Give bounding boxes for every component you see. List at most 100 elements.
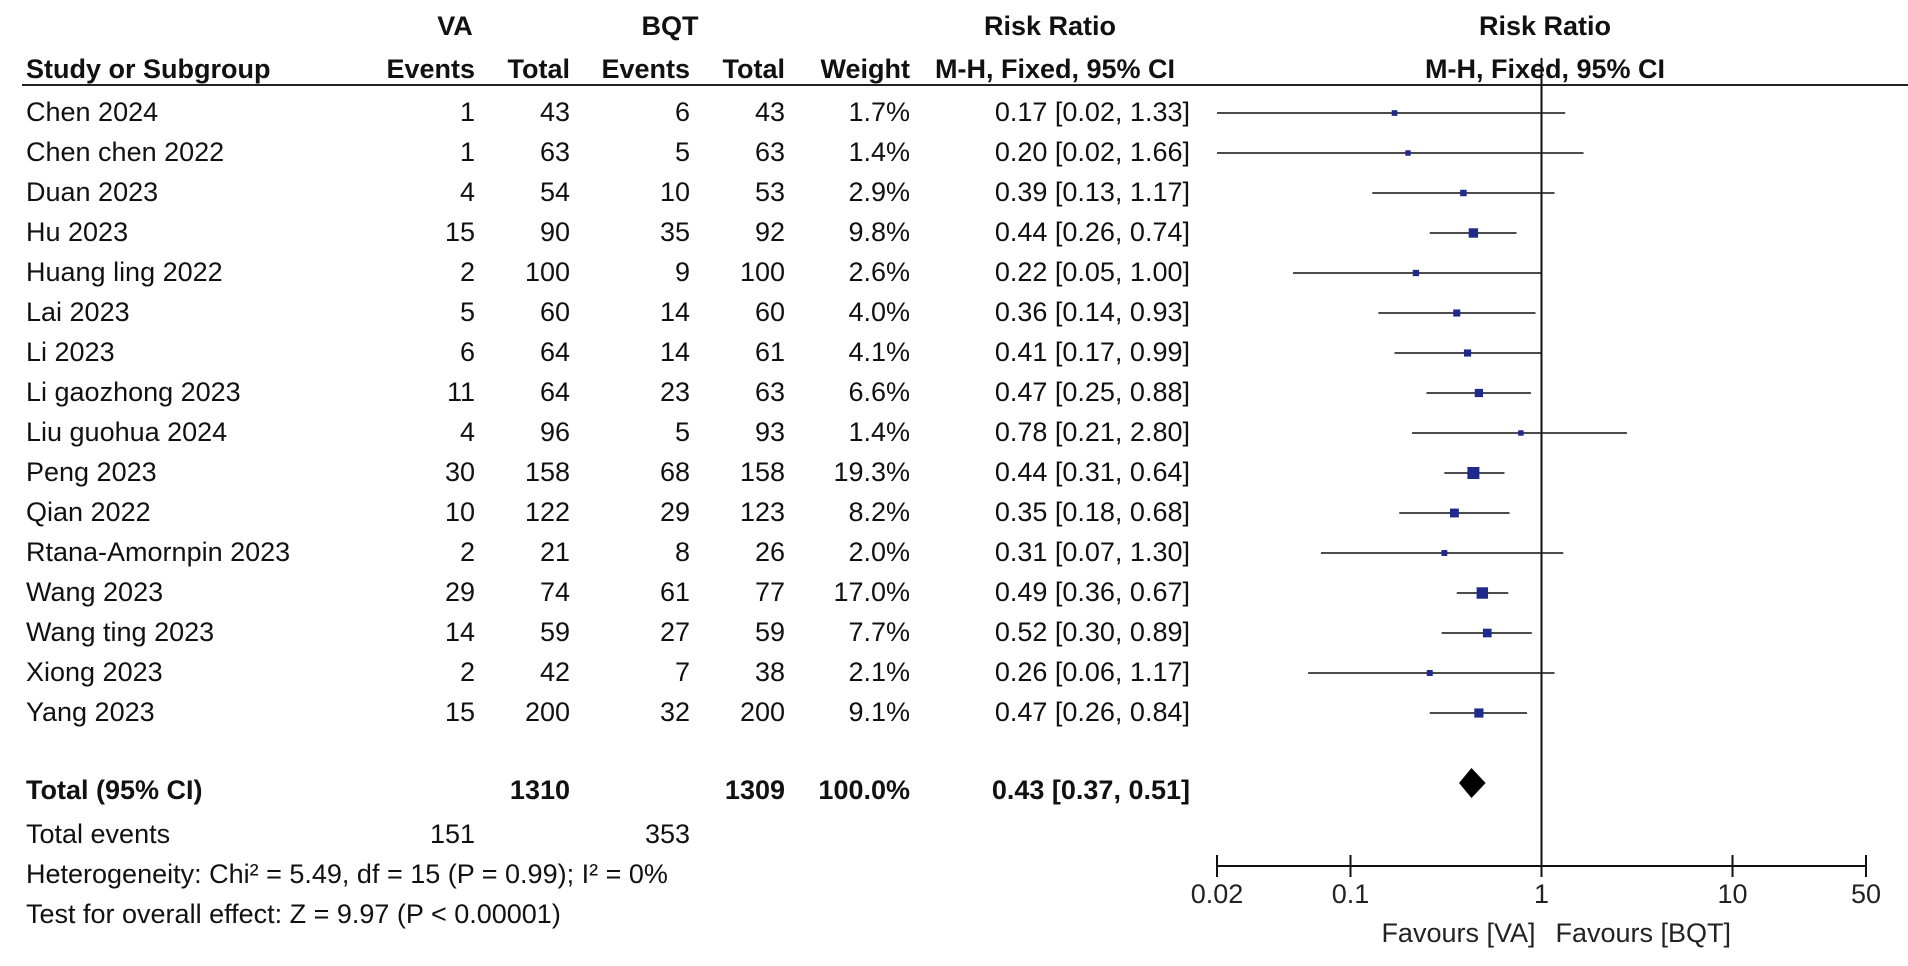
risk-ratio-ci: 0.49 [0.36, 0.67] <box>994 577 1190 607</box>
weight: 2.6% <box>848 257 910 287</box>
va-events: 11 <box>446 377 475 407</box>
weight: 9.1% <box>848 697 910 727</box>
favours-right-label: Favours [BQT] <box>1556 918 1732 948</box>
study-name: Chen 2024 <box>26 97 159 127</box>
total-events-label: Total events <box>26 819 171 849</box>
rr-method-header: M-H, Fixed, 95% CI <box>934 54 1176 84</box>
va-total: 43 <box>539 97 570 127</box>
point-estimate-marker <box>1391 110 1398 116</box>
va-total: 64 <box>539 337 570 367</box>
study-name: Yang 2023 <box>26 697 155 727</box>
bqt-events: 32 <box>659 697 690 727</box>
study-name: Hu 2023 <box>26 217 129 247</box>
study-name: Rtana-Amornpin 2023 <box>26 537 291 567</box>
bqt-total: 200 <box>739 697 785 727</box>
va-events: 1 <box>459 97 475 127</box>
risk-ratio-ci: 0.36 [0.14, 0.93] <box>994 297 1190 327</box>
x-tick-label: 0.02 <box>1191 879 1244 909</box>
va-total: 60 <box>539 297 570 327</box>
overall-effect-text: Test for overall effect: Z = 9.97 (P < 0… <box>26 899 561 929</box>
va-events: 15 <box>444 217 475 247</box>
risk-ratio-ci: 0.47 [0.25, 0.88] <box>994 377 1190 407</box>
va-events: 4 <box>459 177 475 207</box>
point-estimate-marker <box>1426 670 1433 676</box>
va-total: 90 <box>539 217 570 247</box>
risk-ratio-ci: 0.52 [0.30, 0.89] <box>994 617 1190 647</box>
total-ci: 0.43 [0.37, 0.51] <box>991 775 1190 805</box>
weight: 2.9% <box>848 177 910 207</box>
heterogeneity-text: Heterogeneity: Chi² = 5.49, df = 15 (P =… <box>26 859 668 889</box>
study-name: Wang ting 2023 <box>26 617 215 647</box>
risk-ratio-ci: 0.26 [0.06, 1.17] <box>994 657 1190 687</box>
va-total: 63 <box>539 137 570 167</box>
weight: 19.3% <box>833 457 910 487</box>
bqt-events: 5 <box>674 137 690 167</box>
bqt-events: 5 <box>674 417 690 447</box>
bqt-total: 38 <box>754 657 785 687</box>
va-total: 122 <box>524 497 570 527</box>
point-estimate-marker <box>1474 388 1484 398</box>
bqt-total: 100 <box>739 257 785 287</box>
risk-ratio-ci: 0.44 [0.26, 0.74] <box>994 217 1190 247</box>
study-name: Lai 2023 <box>26 297 130 327</box>
weight: 9.8% <box>848 217 910 247</box>
study-column-header: Study or Subgroup <box>26 54 271 84</box>
point-estimate-marker <box>1405 150 1411 156</box>
weight: 4.0% <box>848 297 910 327</box>
study-name: Duan 2023 <box>26 177 159 207</box>
point-estimate-marker <box>1468 228 1479 238</box>
point-estimate-marker <box>1518 430 1524 436</box>
va-total: 42 <box>539 657 570 687</box>
weight: 1.4% <box>848 137 910 167</box>
total-events-bqt: 353 <box>644 819 690 849</box>
total-events-va: 151 <box>429 819 475 849</box>
bqt-events: 35 <box>659 217 690 247</box>
weight-header: Weight <box>820 54 911 84</box>
point-estimate-marker <box>1476 587 1489 599</box>
va-events: 6 <box>459 337 475 367</box>
va-events: 10 <box>444 497 475 527</box>
x-tick-label: 0.1 <box>1332 879 1370 909</box>
point-estimate-marker <box>1474 708 1484 718</box>
bqt-events: 14 <box>659 297 690 327</box>
rr-column-header: Risk Ratio <box>983 11 1117 41</box>
study-name: Qian 2022 <box>26 497 151 527</box>
bqt-total: 77 <box>754 577 785 607</box>
bqt-total: 123 <box>739 497 785 527</box>
bqt-total: 93 <box>754 417 785 447</box>
va-total: 64 <box>539 377 570 407</box>
weight: 8.2% <box>848 497 910 527</box>
rr-plot-method-header: M-H, Fixed, 95% CI <box>1424 54 1666 84</box>
total1-header: Total <box>507 54 571 84</box>
bqt-total: 61 <box>754 337 785 367</box>
weight: 6.6% <box>848 377 910 407</box>
bqt-total: 92 <box>754 217 785 247</box>
bqt-events: 9 <box>674 257 690 287</box>
bqt-total: 63 <box>754 137 785 167</box>
total-weight: 100.0% <box>818 775 910 805</box>
va-events: 5 <box>459 297 475 327</box>
risk-ratio-ci: 0.41 [0.17, 0.99] <box>994 337 1190 367</box>
va-total: 96 <box>539 417 570 447</box>
point-estimate-marker <box>1463 349 1472 357</box>
bqt-events: 29 <box>659 497 690 527</box>
va-total: 158 <box>524 457 570 487</box>
point-estimate-marker <box>1460 189 1467 197</box>
x-tick-label: 10 <box>1717 879 1747 909</box>
risk-ratio-ci: 0.17 [0.02, 1.33] <box>994 97 1190 127</box>
bqt-events: 27 <box>659 617 690 647</box>
bqt-events: 23 <box>659 377 690 407</box>
study-name: Liu guohua 2024 <box>26 417 228 447</box>
va-events: 2 <box>459 657 475 687</box>
total-label: Total (95% CI) <box>26 775 203 805</box>
pooled-estimate-diamond <box>1459 768 1486 798</box>
bqt-events: 10 <box>659 177 690 207</box>
bqt-events: 61 <box>659 577 690 607</box>
weight: 4.1% <box>848 337 910 367</box>
x-tick-label: 1 <box>1534 879 1549 909</box>
va-events: 14 <box>444 617 475 647</box>
point-estimate-marker <box>1449 508 1459 518</box>
weight: 1.7% <box>848 97 910 127</box>
total-n1: 1310 <box>509 775 570 805</box>
